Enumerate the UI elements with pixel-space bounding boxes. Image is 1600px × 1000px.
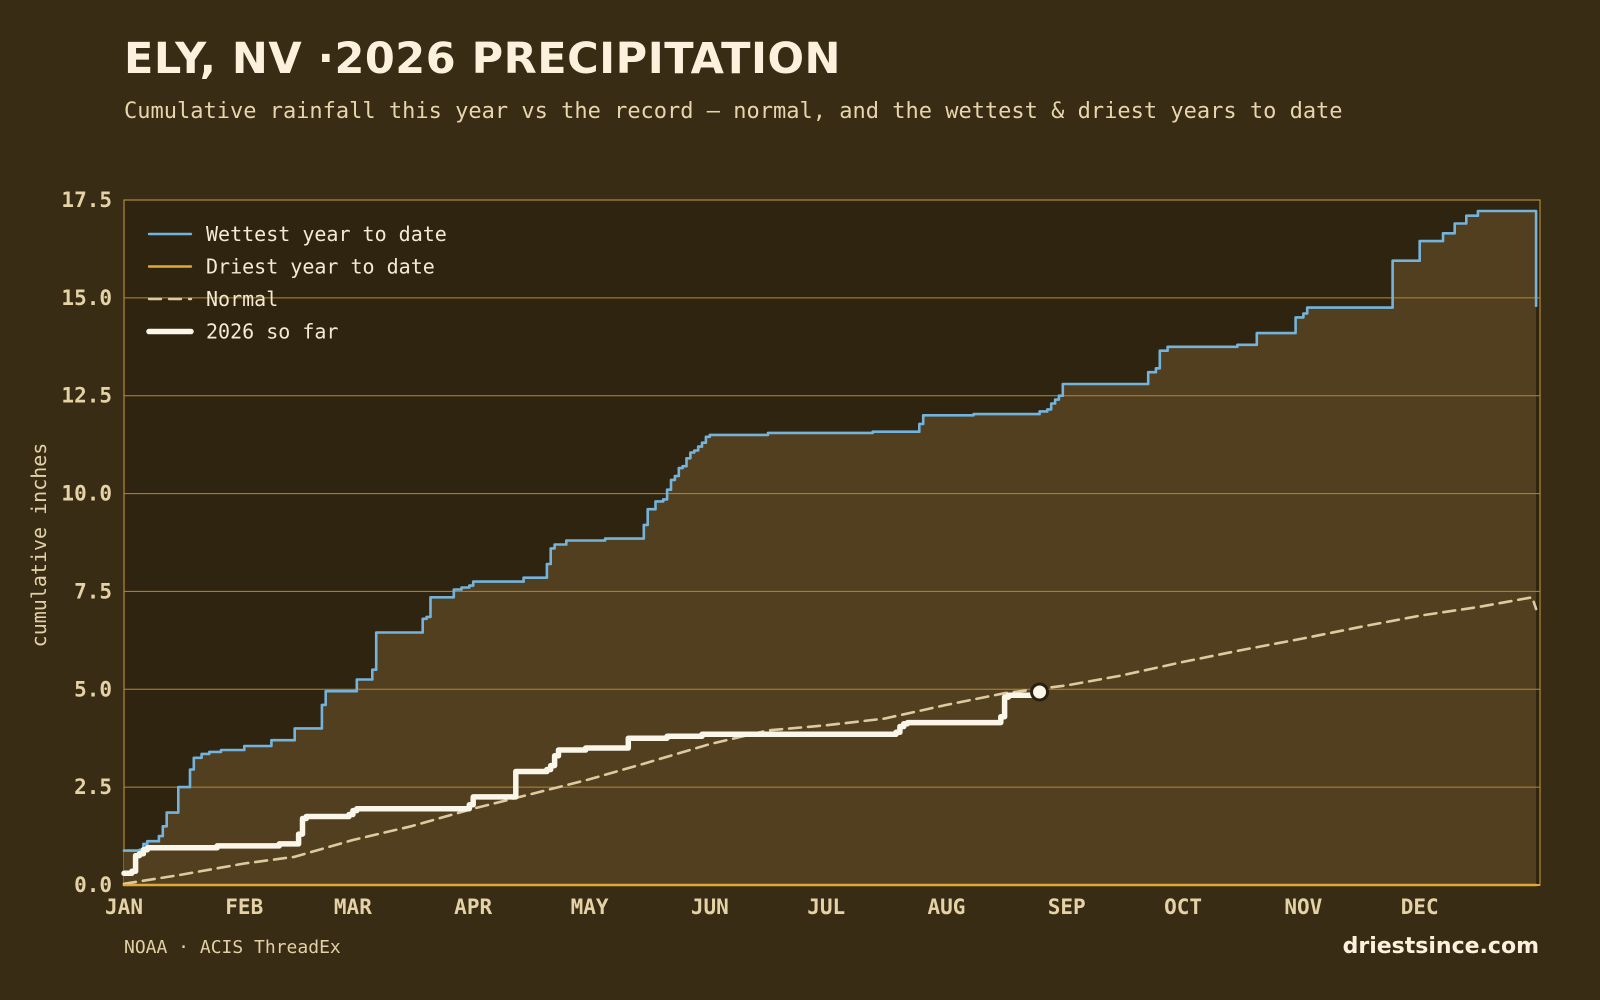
current-year-line [121,689,1043,877]
legend: Wettest year to date Driest year to date N… [146,222,447,344]
legend-label: 2026 so far [206,320,338,344]
y-tick-label: 10.0 [61,482,112,506]
x-axis-ticks: JAN FEB MAR APR MAY JUN JUL AUG SEP OCT NOV DEC [105,895,1439,919]
x-tick-label: SEP [1048,895,1086,919]
y-tick-label: 0.0 [74,873,112,897]
brand-link[interactable]: driestsince.com [1342,934,1539,959]
y-tick-label: 12.5 [61,384,112,408]
y-tick-label: 17.5 [61,188,112,212]
legend-label: Normal [206,287,278,311]
wettest-line [122,209,1538,852]
y-axis-ticks: 0.0 2.5 5.0 7.5 10.0 12.5 15.0 17.5 [61,188,112,897]
legend-label: Driest year to date [206,255,435,279]
normal-line [122,596,1538,886]
wettest-driest-band [124,211,1537,885]
x-tick-label: FEB [225,895,263,919]
chart-title: ELY, NV ·2026 PRECIPITATION [124,34,841,84]
x-tick-label: JUL [807,895,845,919]
x-tick-label: JUN [691,895,729,919]
y-tick-label: 2.5 [74,775,112,799]
y-tick-label: 7.5 [74,579,112,603]
x-tick-label: MAR [334,895,372,919]
x-tick-label: AUG [927,895,965,919]
x-tick-label: JAN [105,895,143,919]
x-tick-label: APR [454,895,492,919]
y-axis-label: cumulative inches [27,443,51,648]
x-tick-label: DEC [1401,895,1439,919]
chart-subtitle: Cumulative rainfall this year vs the rec… [124,99,1343,124]
x-tick-label: OCT [1164,895,1202,919]
y-tick-label: 15.0 [61,286,112,310]
series-lines [121,209,1540,887]
data-source: NOAA · ACIS ThreadEx [124,937,341,958]
current-value-marker [1030,682,1050,702]
legend-label: Wettest year to date [206,222,447,246]
x-tick-label: MAY [571,895,609,919]
x-tick-label: NOV [1284,895,1322,919]
y-tick-label: 5.0 [74,677,112,701]
